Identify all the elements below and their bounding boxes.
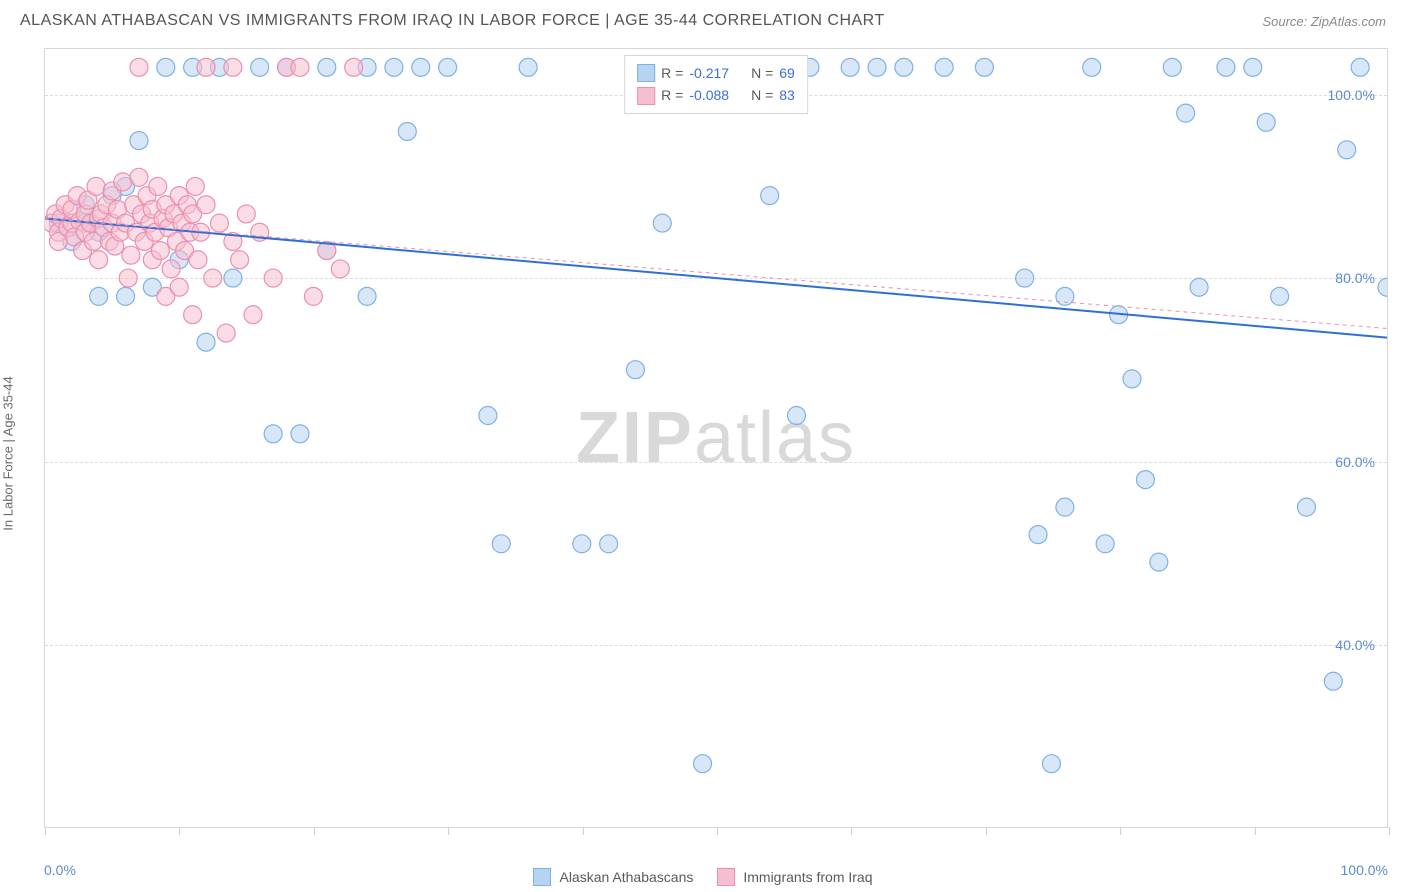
legend-n-value-1: 69 — [779, 62, 795, 84]
legend-row-series2: R = -0.088 N = 83 — [637, 84, 795, 106]
legend-swatch-2 — [717, 868, 735, 886]
legend-series: Alaskan Athabascans Immigrants from Iraq — [0, 868, 1406, 886]
legend-swatch-1 — [533, 868, 551, 886]
legend-item-1: Alaskan Athabascans — [533, 868, 693, 886]
legend-label-1: Alaskan Athabascans — [559, 869, 693, 885]
legend-item-2: Immigrants from Iraq — [717, 868, 872, 886]
legend-label-2: Immigrants from Iraq — [743, 869, 872, 885]
y-axis-label: In Labor Force | Age 35-44 — [1, 376, 16, 530]
legend-n-value-2: 83 — [779, 84, 795, 106]
legend-row-series1: R = -0.217 N = 69 — [637, 62, 795, 84]
legend-swatch-blue — [637, 64, 655, 82]
scatter-svg — [45, 49, 1387, 828]
legend-r-value-1: -0.217 — [689, 62, 729, 84]
chart-source: Source: ZipAtlas.com — [1262, 14, 1386, 29]
chart-title: ALASKAN ATHABASCAN VS IMMIGRANTS FROM IR… — [20, 12, 885, 30]
chart-header: ALASKAN ATHABASCAN VS IMMIGRANTS FROM IR… — [0, 0, 1406, 38]
chart-plot-area: ZIPatlas R = -0.217 N = 69 R = -0.088 N … — [44, 48, 1388, 828]
legend-r-value-2: -0.088 — [689, 84, 729, 106]
legend-correlation: R = -0.217 N = 69 R = -0.088 N = 83 — [624, 55, 808, 114]
legend-swatch-pink — [637, 87, 655, 105]
